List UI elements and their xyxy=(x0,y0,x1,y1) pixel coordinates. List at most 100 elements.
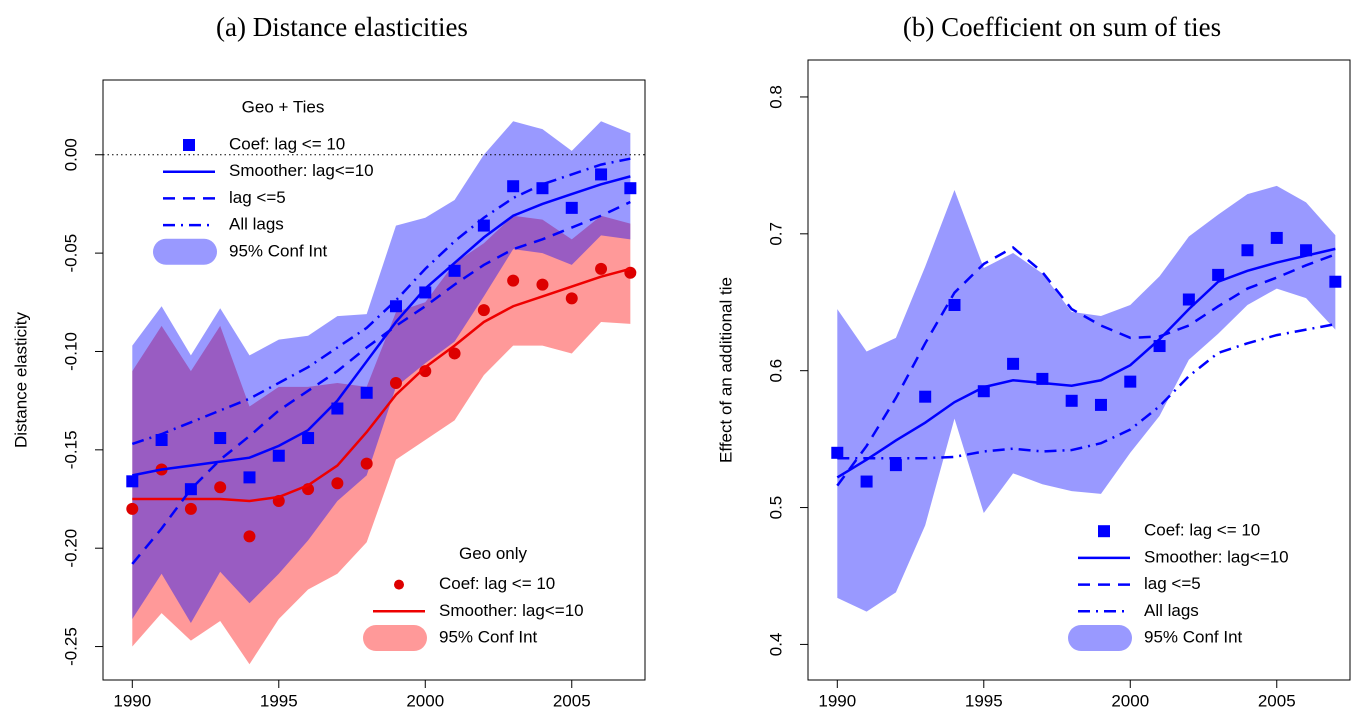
y-tick-label: 0.4 xyxy=(766,633,785,657)
series-line xyxy=(131,157,631,446)
legend-label: 95% Conf Int xyxy=(1144,627,1243,646)
legend-label: 95% Conf Int xyxy=(229,241,328,260)
plot-frame xyxy=(807,59,1351,681)
data-point xyxy=(536,278,549,291)
legend-label: Coef: lag <= 10 xyxy=(1144,521,1260,540)
data-point xyxy=(389,300,402,313)
legend: Coef: lag <= 10 Smoother: lag<=10 lag <=5 A… xyxy=(1068,521,1289,651)
data-point xyxy=(860,475,873,488)
data-point xyxy=(360,386,373,399)
data-point xyxy=(419,365,432,378)
plot-area xyxy=(103,121,645,665)
legend-label: lag <=5 xyxy=(1144,574,1201,593)
legend: Geo only Coef: lag <= 10 Smoother: lag<=10… xyxy=(363,544,584,651)
legend-label: All lags xyxy=(229,215,284,234)
data-point xyxy=(126,502,139,515)
data-point xyxy=(243,471,256,484)
data-point xyxy=(1329,275,1342,288)
data-point xyxy=(507,180,520,193)
legend-marker xyxy=(1098,525,1110,538)
data-point xyxy=(919,390,932,403)
y-tick-label: -0.15 xyxy=(61,430,80,469)
data-point xyxy=(595,168,608,181)
legend-band xyxy=(1068,625,1132,651)
series-line xyxy=(836,245,1336,487)
x-tick-label: 2005 xyxy=(553,691,591,710)
legend-marker xyxy=(394,579,404,590)
legend-title: Geo only xyxy=(459,544,528,563)
data-point xyxy=(477,219,490,232)
y-tick-label: 0.7 xyxy=(766,222,785,246)
y-axis-label: Distance elasticity xyxy=(11,311,30,448)
y-tick-label: -0.20 xyxy=(61,529,80,568)
y-tick-label: -0.25 xyxy=(61,627,80,666)
data-point xyxy=(477,304,490,317)
data-point xyxy=(214,481,227,494)
legend-label: Coef: lag <= 10 xyxy=(229,134,345,153)
x-tick-label: 1990 xyxy=(818,691,856,710)
chart-title: (a) Distance elasticities xyxy=(216,12,468,42)
legend-label: Smoother: lag<=10 xyxy=(1144,547,1289,566)
x-tick-label: 2005 xyxy=(1258,691,1296,710)
legend-band xyxy=(363,625,427,651)
data-point xyxy=(302,432,315,445)
data-point xyxy=(1094,398,1107,411)
data-point xyxy=(624,182,637,195)
x-tick-label: 1995 xyxy=(260,691,298,710)
y-tick-label: 0.6 xyxy=(766,359,785,383)
data-point xyxy=(331,477,344,490)
x-tick-label: 2000 xyxy=(406,691,444,710)
confidence-band xyxy=(132,215,631,665)
data-point xyxy=(624,266,637,279)
data-point xyxy=(1065,394,1078,407)
series-line xyxy=(837,322,1336,460)
data-point xyxy=(243,530,256,543)
legend-band xyxy=(153,238,217,265)
data-point xyxy=(448,264,461,277)
data-point xyxy=(389,376,402,389)
legend-label: Smoother: lag<=10 xyxy=(439,601,584,620)
data-point xyxy=(948,298,961,311)
y-axis-label: Effect of an additional tie xyxy=(716,277,735,463)
data-point xyxy=(419,286,432,299)
legend-label: 95% Conf Int xyxy=(439,627,538,646)
x-tick-label: 2000 xyxy=(1111,691,1149,710)
series-line xyxy=(131,200,631,565)
legend-title: Geo + Ties xyxy=(242,97,325,116)
data-point xyxy=(155,434,168,446)
data-point xyxy=(331,402,344,415)
series-line xyxy=(132,267,631,503)
data-point xyxy=(1007,357,1020,370)
data-point xyxy=(565,292,578,305)
confidence-band xyxy=(132,121,631,623)
y-tick-label: -0.05 xyxy=(61,234,80,273)
x-tick-label: 1995 xyxy=(965,691,1003,710)
data-point xyxy=(507,274,520,287)
data-point xyxy=(184,502,197,515)
y-tick-label: -0.10 xyxy=(61,332,80,371)
y-tick-label: 0.8 xyxy=(766,85,785,109)
chart-title: (b) Coefficient on sum of ties xyxy=(903,12,1221,42)
confidence-band xyxy=(837,185,1336,612)
series-line xyxy=(836,247,1336,479)
data-point xyxy=(448,347,461,360)
legend-label: All lags xyxy=(1144,601,1199,620)
plot-area xyxy=(831,185,1342,612)
data-point xyxy=(1300,244,1313,257)
data-point xyxy=(831,446,844,459)
series-line xyxy=(132,175,631,477)
data-point xyxy=(595,262,608,275)
data-point xyxy=(214,432,227,445)
data-point xyxy=(1212,268,1225,281)
legend-marker xyxy=(183,139,195,151)
legend-label: lag <=5 xyxy=(229,188,286,207)
data-point xyxy=(889,459,902,472)
data-point xyxy=(565,201,578,214)
legend-label: Smoother: lag<=10 xyxy=(229,161,374,180)
data-point xyxy=(1270,231,1283,244)
plot-frame xyxy=(102,79,646,681)
data-point xyxy=(272,449,285,462)
y-tick-label: 0.5 xyxy=(766,496,785,520)
data-point xyxy=(1124,375,1137,388)
